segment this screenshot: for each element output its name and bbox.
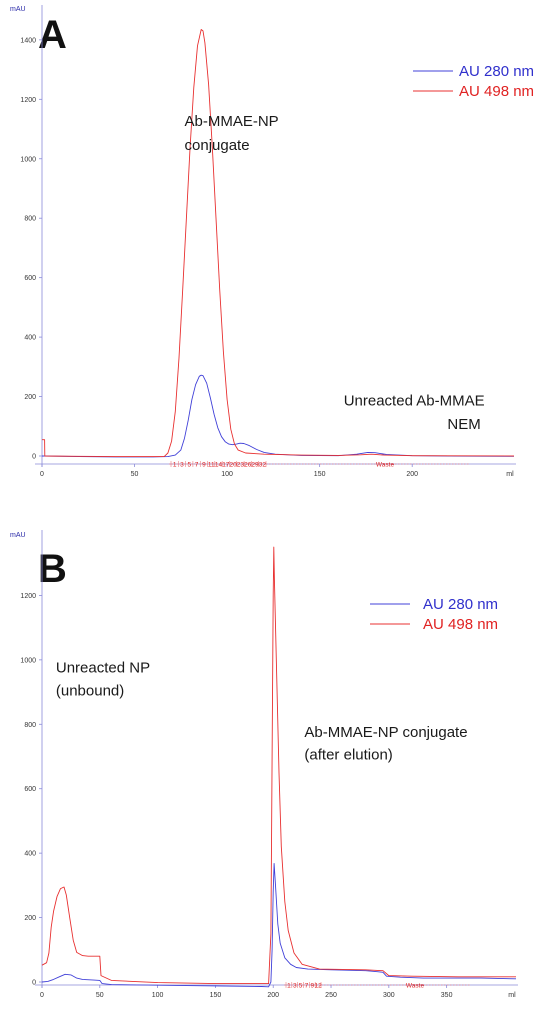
panel-b-fraction-label: 1 [287,983,291,990]
panel-b-x-tick-label: 200 [267,992,279,999]
panel-a-series-498nm-line [42,29,515,458]
panel-b-x-tick-label: 300 [383,992,395,999]
panel-b-chart: B mAU 0 200 400 600 800 1000 1200 0 50 100 150 200… [10,530,518,999]
panel-a-x-tick-label: 100 [221,471,233,478]
panel-a-x-tick-label: 0 [40,471,44,478]
panel-a-fraction-label: 14 [215,462,223,469]
panel-a-fraction-label: 7 [195,462,199,469]
panel-a-waste-label: Waste [376,462,395,469]
panel-a-y-tick-label: 1400 [20,37,36,44]
panel-b-x-tick-label: 250 [325,992,337,999]
panel-b-waste-label: Waste [406,983,425,990]
panel-b-fraction-label: 5 [299,983,303,990]
panel-b-y-tick-label: 0 [32,980,36,987]
panel-a-legend-label-498: AU 498 nm [459,83,534,100]
panel-a-x-tick-label: 150 [314,471,326,478]
panel-b-y-tick-label: 1000 [20,657,36,664]
panel-a-y-tick-label: 400 [24,335,36,342]
panel-b-legend-label-280: AU 280 nm [423,596,498,613]
panel-b-x-tick-label: 0 [40,992,44,999]
panel-a-fraction-label: 11 [208,462,215,469]
panel-a-y-tick-label: 1200 [20,97,36,104]
panel-b-y-tick-label: 600 [24,786,36,793]
panel-b-annotation: (unbound) [56,682,124,699]
panel-a-legend: AU 280 nm AU 498 nm [413,63,534,100]
panel-b-x-tick-label: 350 [441,992,453,999]
panel-b-x-tick-label: 150 [210,992,222,999]
panel-b-series-498nm-line [41,546,516,985]
panel-a-annotation: Ab-MMAE-NP [185,113,279,130]
panel-a-fraction-label: 17 [222,462,230,469]
panel-a-x-unit: ml [506,471,514,478]
panel-a-fraction-label: 29 [251,462,259,469]
panel-a-fraction-label: 26 [244,462,252,469]
panel-a-y-tick-label: 800 [24,216,36,223]
panel-b-x-tick-label: 50 [96,992,104,999]
panel-a-y-tick-label: 1000 [20,156,36,163]
panel-a-y-tick-label: 0 [32,454,36,461]
panel-b-annotation: Unreacted NP [56,660,150,677]
panel-b-x-tick-label: 100 [152,992,164,999]
panel-b-fraction-label: 9 [310,983,314,990]
panel-a-y-tick-label: 200 [24,394,36,401]
panel-a-x-tick-label: 50 [131,471,139,478]
panel-a-legend-label-280: AU 280 nm [459,63,534,80]
panel-a-y-tick-label: 600 [24,275,36,282]
panel-b-fraction-label: 12 [314,983,322,990]
panel-b-letter: B [38,547,67,591]
panel-a-annotation: NEM [447,416,480,433]
panel-a-fraction-label: 1 [173,462,177,469]
panel-b-fraction-label: 3 [293,983,297,990]
panel-b-annotation: Ab-MMAE-NP conjugate [304,724,467,741]
panel-a-fraction-label: 5 [187,462,191,469]
panel-b-y-tick-label: 400 [24,851,36,858]
panel-a-fraction-label: 32 [259,462,267,469]
panel-b-legend: AU 280 nm AU 498 nm [370,596,498,633]
panel-b-y-unit: mAU [10,532,26,539]
panel-b-legend-label-498: AU 498 nm [423,616,498,633]
panel-a-series-280nm-line [41,374,515,458]
panel-a-x-tick-label: 200 [406,471,418,478]
panel-b-y-tick-label: 200 [24,915,36,922]
panel-b-fraction-label: 7 [305,983,309,990]
panel-a-fraction-label: 9 [202,462,206,469]
panel-a-annotation: Unreacted Ab-MMAE [344,392,485,409]
panel-b-series-280nm-line [41,863,517,988]
panel-a-annotation: conjugate [185,137,250,154]
panel-a-fraction-label: 20 [229,462,237,469]
panel-b-y-tick-label: 800 [24,722,36,729]
panel-a-fraction-label: 3 [180,462,184,469]
panel-a-y-unit: mAU [10,6,26,13]
panel-a-fraction-label: 23 [237,462,245,469]
panel-b-annotation: (after elution) [304,747,392,764]
panel-b-x-unit: ml [508,992,516,999]
panel-b-y-tick-label: 1200 [20,593,36,600]
panel-a-letter: A [38,13,67,57]
